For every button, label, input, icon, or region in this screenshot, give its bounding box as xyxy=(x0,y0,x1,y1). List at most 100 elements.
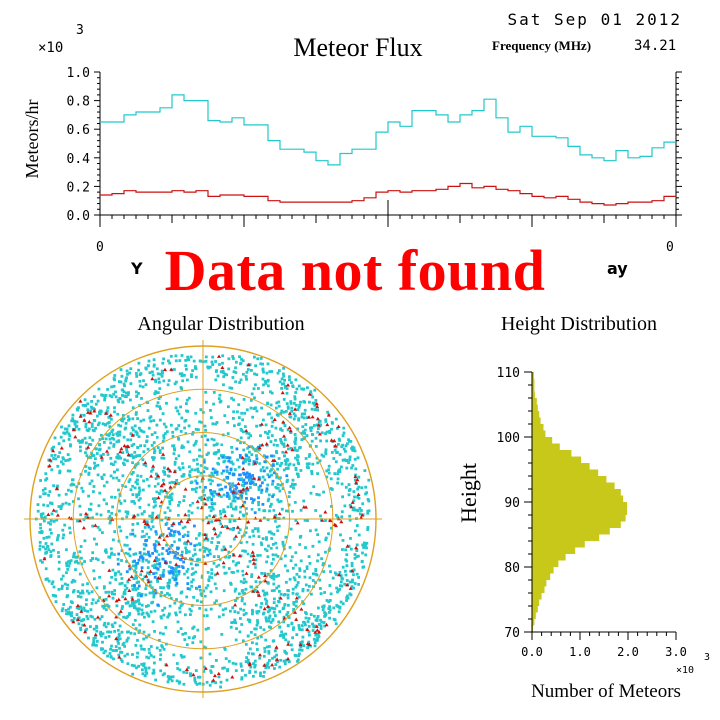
angular-point-cyan xyxy=(83,609,87,612)
angular-point-red xyxy=(345,544,350,548)
angular-point-cyan xyxy=(357,485,361,489)
angular-point-cyan xyxy=(77,497,80,501)
angular-point-cyan xyxy=(316,636,319,640)
angular-point-cyan xyxy=(256,619,259,622)
angular-point-cyan xyxy=(169,354,173,358)
angular-point-cyan xyxy=(316,430,320,434)
angular-point-blue xyxy=(128,547,132,551)
angular-point-cyan xyxy=(67,488,70,492)
angular-point-cyan xyxy=(127,391,130,394)
angular-point-cyan xyxy=(95,629,99,633)
angular-point-blue xyxy=(147,550,150,554)
angular-point-cyan xyxy=(61,584,64,588)
angular-point-cyan xyxy=(163,473,167,476)
angular-point-cyan xyxy=(217,457,221,460)
angular-point-blue xyxy=(167,527,171,530)
angular-point-cyan xyxy=(232,417,235,420)
angular-point-red xyxy=(217,354,221,358)
angular-point-cyan xyxy=(151,525,155,529)
flux-x-label-fragment-right: ay xyxy=(607,259,628,278)
angular-point-cyan xyxy=(204,428,207,432)
angular-point-cyan xyxy=(49,522,52,526)
angular-point-cyan xyxy=(158,405,161,408)
angular-point-cyan xyxy=(66,469,70,473)
angular-point-cyan xyxy=(57,567,61,571)
flux-x-label-fragment-left: Y xyxy=(130,259,143,278)
angular-point-cyan xyxy=(353,449,357,453)
angular-point-cyan xyxy=(61,607,65,611)
angular-point-cyan xyxy=(184,632,187,635)
angular-point-cyan xyxy=(130,500,133,503)
height-bar xyxy=(532,619,535,626)
angular-point-cyan xyxy=(309,491,313,495)
angular-point-cyan xyxy=(47,579,51,583)
angular-point-cyan xyxy=(125,369,129,373)
angular-point-cyan xyxy=(333,448,337,452)
angular-point-cyan xyxy=(289,559,293,563)
angular-point-cyan xyxy=(340,445,344,449)
angular-point-cyan xyxy=(205,680,209,684)
angular-point-cyan xyxy=(195,683,199,686)
angular-point-cyan xyxy=(177,572,181,576)
angular-point-cyan xyxy=(44,567,48,571)
angular-point-cyan xyxy=(337,610,341,614)
angular-point-cyan xyxy=(210,520,214,523)
angular-point-cyan xyxy=(121,605,124,608)
angular-point-cyan xyxy=(66,594,69,597)
angular-point-cyan xyxy=(319,423,322,427)
angular-point-cyan xyxy=(92,429,96,433)
angular-point-cyan xyxy=(139,474,143,478)
angular-point-cyan xyxy=(365,541,369,545)
angular-point-cyan xyxy=(261,377,265,381)
angular-point-blue xyxy=(193,524,196,528)
angular-point-cyan xyxy=(254,383,257,387)
angular-point-cyan xyxy=(79,413,83,417)
angular-point-cyan xyxy=(135,394,139,398)
angular-point-cyan xyxy=(151,620,155,624)
angular-point-cyan xyxy=(182,670,186,674)
angular-point-cyan xyxy=(194,365,197,368)
angular-point-cyan xyxy=(268,469,272,473)
height-x-label: Number of Meteors xyxy=(531,681,681,702)
angular-point-cyan xyxy=(347,461,350,464)
angular-point-red xyxy=(348,586,353,590)
angular-point-red xyxy=(234,534,238,538)
angular-point-cyan xyxy=(259,674,262,677)
angular-point-cyan xyxy=(293,483,297,486)
angular-point-cyan xyxy=(152,419,156,422)
angular-point-cyan xyxy=(367,478,371,482)
angular-point-cyan xyxy=(156,562,159,566)
angular-point-cyan xyxy=(157,397,161,400)
angular-point-cyan xyxy=(259,468,263,472)
angular-point-cyan xyxy=(300,438,304,441)
angular-point-cyan xyxy=(323,611,326,614)
angular-point-cyan xyxy=(232,410,235,414)
angular-point-red xyxy=(139,568,144,573)
angular-point-cyan xyxy=(160,374,164,378)
angular-point-cyan xyxy=(135,576,138,580)
angular-point-cyan xyxy=(347,483,351,486)
angular-point-red xyxy=(129,574,134,579)
angular-point-cyan xyxy=(218,363,221,366)
angular-point-cyan xyxy=(98,632,102,636)
angular-point-cyan xyxy=(219,680,223,684)
angular-point-cyan xyxy=(301,425,305,429)
angular-point-red xyxy=(92,409,97,413)
angular-point-cyan xyxy=(222,383,225,387)
angular-point-cyan xyxy=(116,430,120,434)
angular-point-cyan xyxy=(222,371,225,375)
angular-point-cyan xyxy=(205,467,209,470)
angular-point-cyan xyxy=(242,639,245,643)
angular-point-cyan xyxy=(234,366,237,370)
angular-point-cyan xyxy=(40,530,44,534)
angular-point-cyan xyxy=(179,654,183,657)
angular-point-cyan xyxy=(310,407,314,411)
angular-point-cyan xyxy=(351,508,355,512)
angular-point-cyan xyxy=(79,591,82,595)
angular-point-cyan xyxy=(142,379,145,383)
angular-point-cyan xyxy=(212,494,215,498)
angular-point-red xyxy=(185,519,190,524)
angular-point-cyan xyxy=(266,499,270,503)
angular-point-cyan xyxy=(173,533,176,536)
angular-point-cyan xyxy=(294,604,298,608)
